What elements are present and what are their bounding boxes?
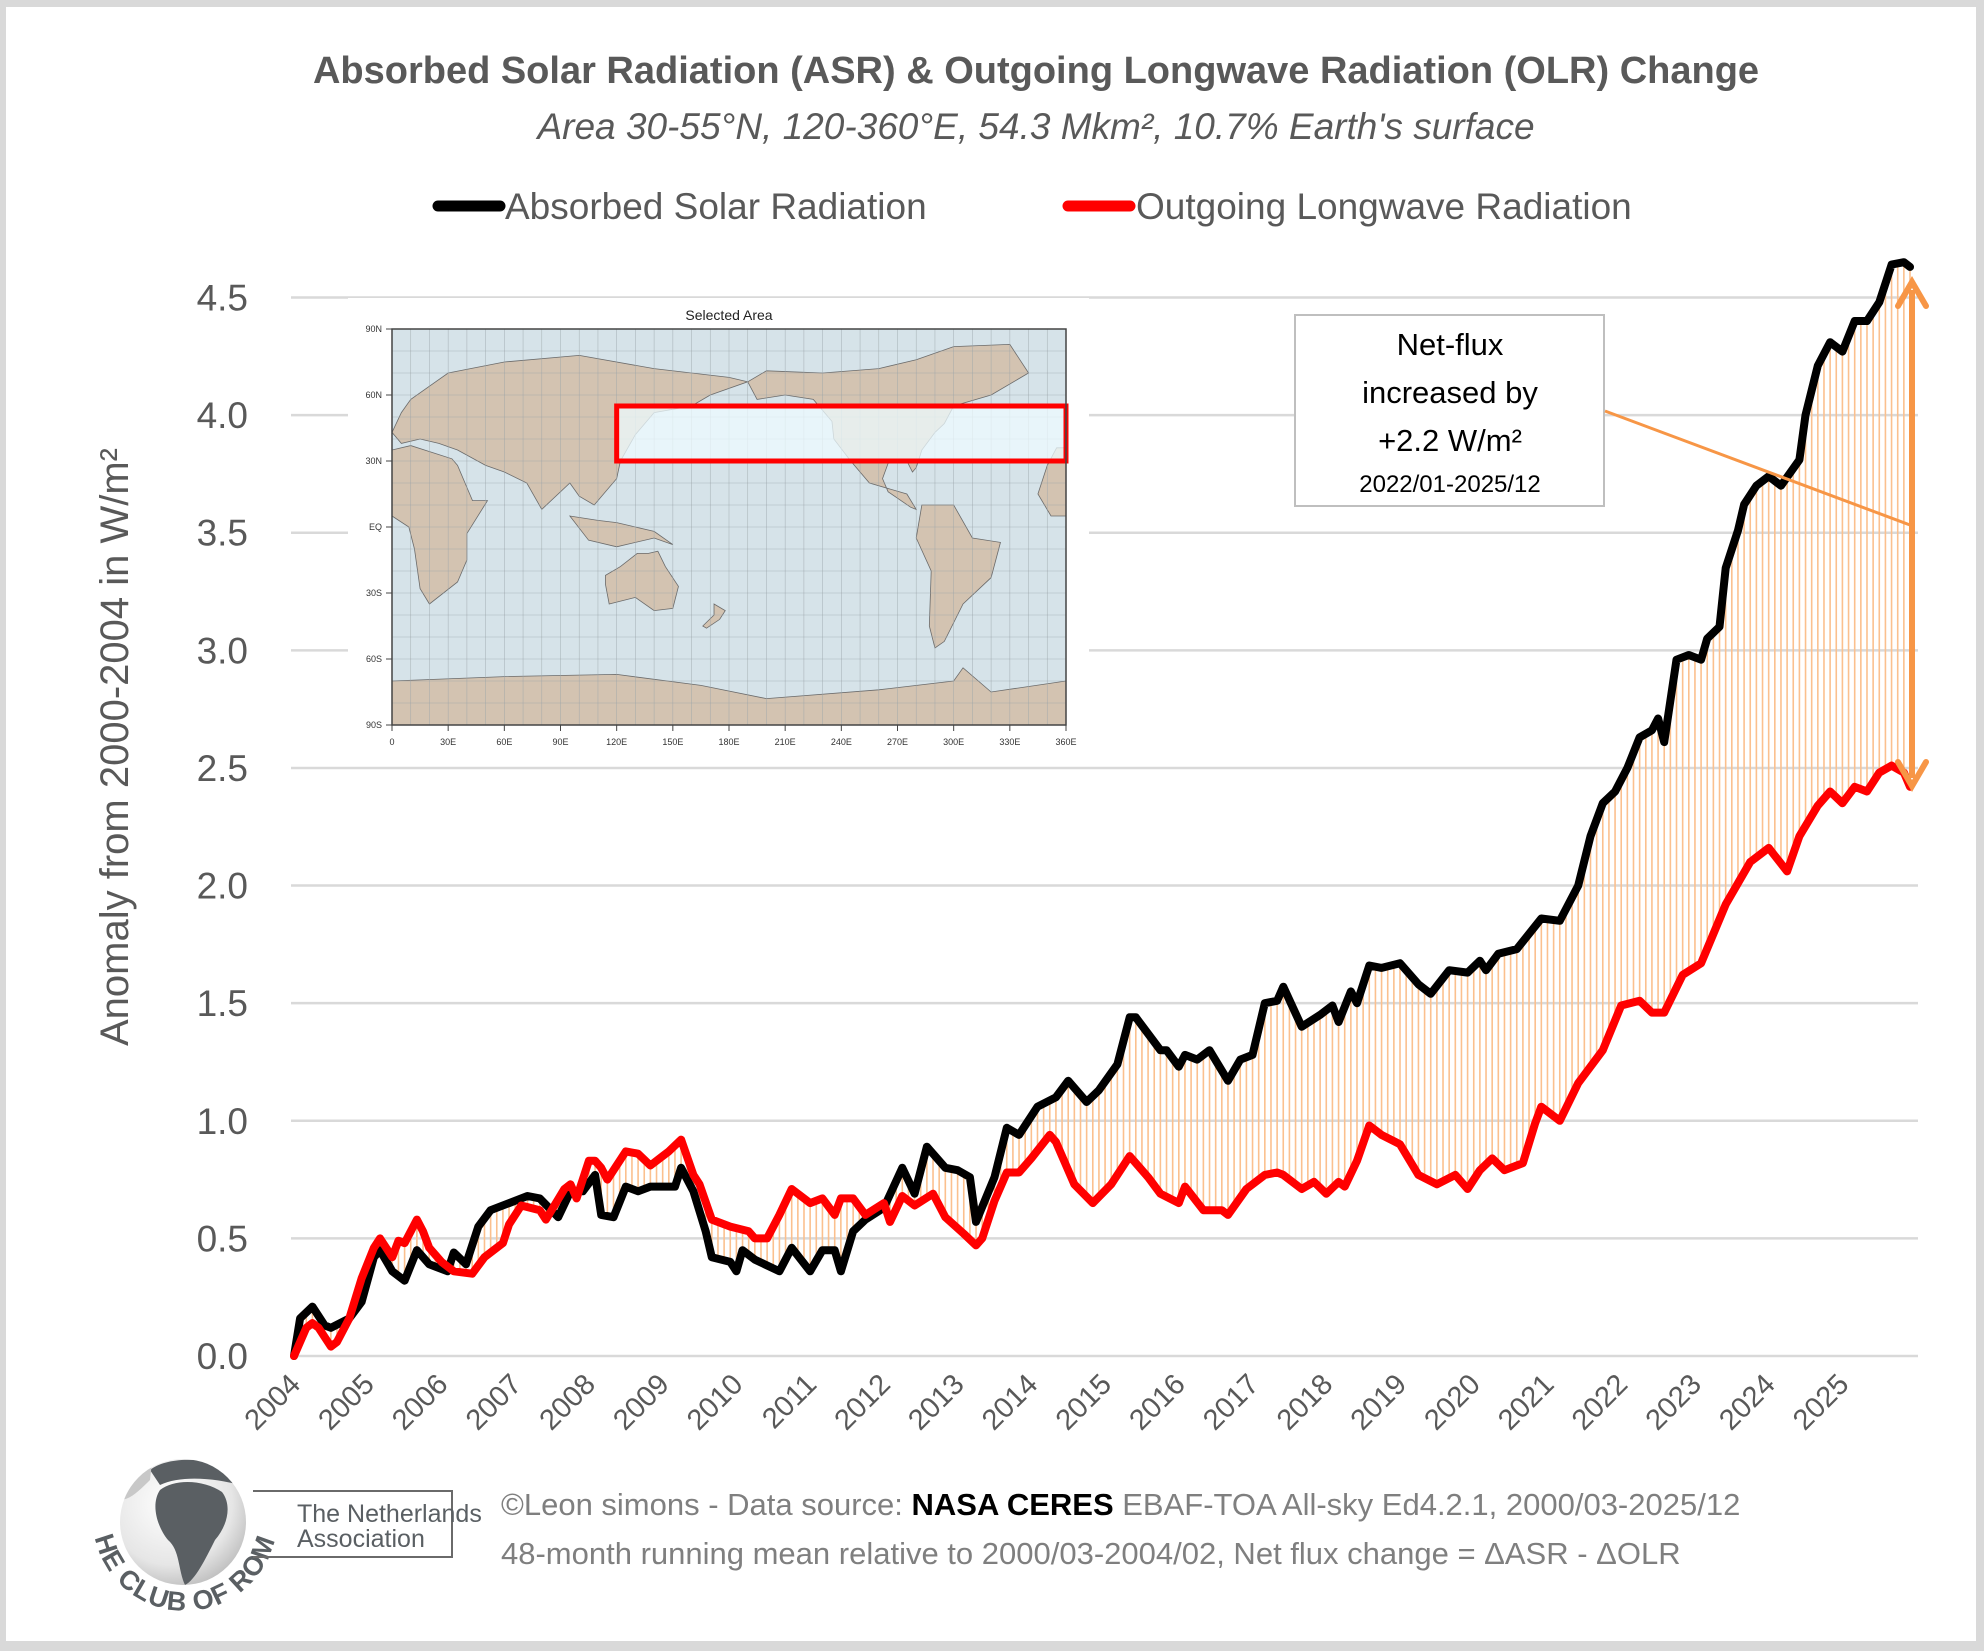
chart-subtitle: Area 30-55°N, 120-360°E, 54.3 Mkm², 10.7… [535, 106, 1534, 147]
x-tick-label: 2021 [1492, 1368, 1560, 1436]
legend-label-asr: Absorbed Solar Radiation [505, 186, 927, 227]
x-tick-label: 2018 [1271, 1368, 1339, 1436]
logo-box [253, 1490, 453, 1558]
y-tick-label: 3.5 [197, 513, 248, 554]
x-tick-label: 2006 [386, 1368, 454, 1436]
map-lon-label: 60E [496, 737, 512, 747]
map-lon-label: 120E [606, 737, 627, 747]
footer-credit-source: NASA CERES [912, 1487, 1114, 1522]
olr-series-line [290, 761, 1914, 1360]
x-tick-label: 2023 [1640, 1368, 1708, 1436]
map-lon-label: 0 [389, 737, 394, 747]
y-tick-labels: 0.0 0.5 1.0 1.5 2.0 2.5 3.0 3.5 4.0 4.5 [197, 278, 248, 1378]
legend-label-olr: Outgoing Longwave Radiation [1136, 186, 1632, 227]
x-tick-label: 2007 [460, 1368, 528, 1436]
map-lon-label: 300E [943, 737, 964, 747]
selected-area-box [614, 403, 1069, 464]
annotation-line-1: Net-flux [1397, 327, 1504, 362]
arrow-head-down-icon [1895, 759, 1929, 792]
x-tick-label: 2024 [1713, 1368, 1781, 1436]
x-tick-label: 2022 [1566, 1368, 1634, 1436]
map-lat-label: 60N [365, 390, 382, 400]
y-tick-label: 4.0 [197, 395, 248, 436]
map-lat-label: 30S [366, 588, 382, 598]
y-tick-label: 2.5 [197, 748, 248, 789]
map-lon-label: 240E [831, 737, 852, 747]
y-tick-label: 0.5 [197, 1218, 248, 1259]
map-lon-label: 330E [999, 737, 1020, 747]
map-lon-label: 90E [552, 737, 568, 747]
asr-series-line [290, 258, 1914, 1360]
map-lat-label: 30N [365, 456, 382, 466]
y-tick-label: 4.5 [197, 278, 248, 319]
x-tick-label: 2014 [976, 1368, 1044, 1436]
map-title: Selected Area [685, 307, 772, 323]
x-tick-label: 2008 [534, 1368, 602, 1436]
x-tick-label: 2015 [1050, 1368, 1118, 1436]
annotation-line-2: increased by [1362, 375, 1538, 410]
x-tick-label: 2013 [902, 1368, 970, 1436]
y-axis-title: Anomaly from 2000-2004 in W/m² [93, 448, 137, 1046]
chart-title: Absorbed Solar Radiation (ASR) & Outgoin… [313, 50, 1759, 92]
map-lat-label: EQ [369, 522, 382, 532]
x-tick-label: 2009 [607, 1368, 675, 1436]
annotation-box [1294, 314, 1605, 507]
x-tick-label: 2005 [312, 1368, 380, 1436]
map-lat-label: 90S [366, 720, 382, 730]
map-lat-label: 90N [365, 324, 382, 334]
net-flux-annotation: Net-flux increased by +2.2 W/m² 2022/01-… [1294, 276, 1929, 792]
logo-box-line-2: Association [297, 1525, 425, 1553]
annotation-leader-line [1604, 409, 1911, 527]
map-lon-label: 150E [662, 737, 683, 747]
map-lat-label: 60S [366, 654, 382, 664]
chart-panel [6, 7, 1976, 1641]
x-tick-label: 2010 [681, 1368, 749, 1436]
map-land-australia [605, 550, 679, 612]
x-tick-labels: 2004 2005 2006 2007 2008 2009 2010 2011 2012 2013… [239, 1368, 1856, 1436]
x-tick-label: 2011 [756, 1368, 823, 1435]
y-tick-label: 1.0 [197, 1101, 248, 1142]
x-tick-label: 2020 [1418, 1368, 1486, 1436]
y-tick-label: 1.5 [197, 983, 248, 1024]
y-tick-label: 2.0 [197, 866, 248, 907]
x-tick-label: 2012 [829, 1368, 897, 1436]
x-tick-label: 2019 [1345, 1368, 1413, 1436]
footer-credit-prefix: ©Leon simons - Data source: [501, 1487, 912, 1522]
map-lon-label: 210E [775, 737, 796, 747]
series-lines [290, 258, 1914, 1360]
map-lon-label: 30E [440, 737, 456, 747]
map-lon-label: 270E [887, 737, 908, 747]
x-tick-label: 2016 [1124, 1368, 1192, 1436]
x-tick-label: 2025 [1787, 1368, 1855, 1436]
y-tick-label: 3.0 [197, 630, 248, 671]
logo-box-line-1: The Netherlands [297, 1500, 482, 1528]
footer-credit: ©Leon simons - Data source: NASA CERES E… [501, 1487, 1740, 1522]
map-inset: Selected Area 90N 60N 30N EQ 30S 60S 90S 0 30E 60… [348, 298, 1089, 760]
x-tick-label: 2017 [1197, 1368, 1265, 1436]
annotation-line-4: 2022/01-2025/12 [1359, 471, 1541, 498]
y-tick-label: 0.0 [197, 1336, 248, 1377]
arrow-head-up-icon [1895, 276, 1929, 309]
legend: Absorbed Solar Radiation Outgoing Longwa… [432, 186, 1632, 227]
map-lon-label: 180E [718, 737, 739, 747]
map-lon-label: 360E [1055, 737, 1076, 747]
footer-credit-suffix: EBAF-TOA All-sky Ed4.2.1, 2000/03-2025/1… [1114, 1487, 1741, 1522]
annotation-line-3: +2.2 W/m² [1378, 423, 1522, 458]
footer-note: 48-month running mean relative to 2000/0… [501, 1536, 1681, 1571]
x-tick-label: 2004 [239, 1368, 307, 1436]
